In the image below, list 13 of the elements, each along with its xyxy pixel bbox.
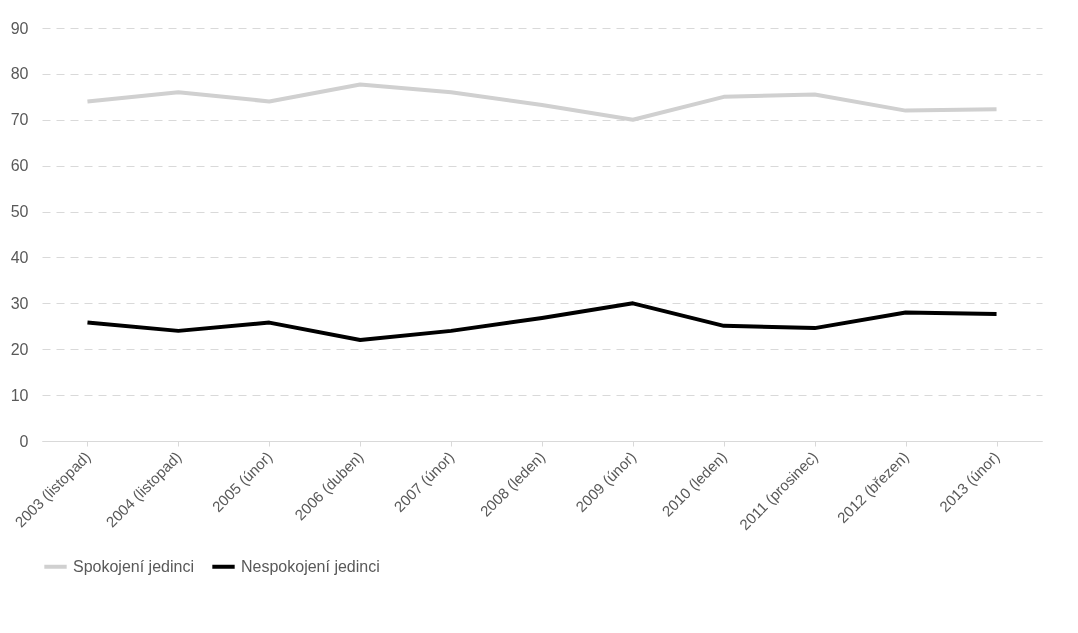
y-tick-label: 40 bbox=[10, 248, 29, 266]
y-tick-label: 20 bbox=[10, 340, 29, 358]
y-tick-label: 70 bbox=[10, 111, 29, 129]
y-tick-label: 30 bbox=[10, 294, 29, 312]
y-tick-label: 90 bbox=[10, 19, 29, 37]
y-tick-label: 50 bbox=[10, 203, 29, 221]
y-tick-label: 80 bbox=[10, 65, 29, 83]
line-series bbox=[85, 301, 999, 343]
legend-label: Spokojení jedinci bbox=[73, 557, 194, 575]
y-tick-label: 0 bbox=[19, 432, 29, 450]
y-tick-label: 60 bbox=[10, 157, 29, 175]
legend-label: Nespokojení jedinci bbox=[241, 557, 380, 575]
y-tick-label: 10 bbox=[10, 386, 29, 404]
